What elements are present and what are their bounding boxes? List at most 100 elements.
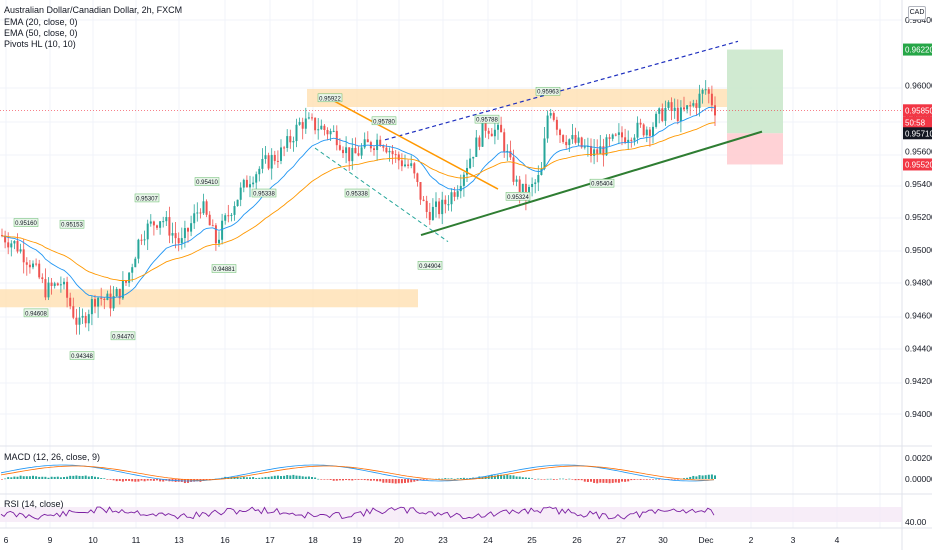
candle-body xyxy=(701,89,704,94)
macd-bar xyxy=(25,476,28,479)
candle-body xyxy=(422,199,425,201)
candle-body xyxy=(264,155,267,159)
candle-body xyxy=(87,314,90,324)
candle-body xyxy=(66,281,69,298)
candle-body xyxy=(146,223,149,240)
candle-body xyxy=(125,280,127,283)
pivot-label-bg xyxy=(13,218,39,227)
candle-body xyxy=(549,113,552,116)
macd-bar xyxy=(407,479,410,483)
pivot-label-text: 0.95780 xyxy=(373,119,395,125)
macd-bar xyxy=(577,479,580,481)
rsi-band xyxy=(0,507,902,522)
candle-body xyxy=(670,102,673,111)
macd-bar xyxy=(639,479,642,480)
candle-body xyxy=(35,263,38,265)
rsi-line xyxy=(0,506,715,520)
candle-body xyxy=(590,145,592,156)
macd-bar xyxy=(78,475,81,479)
macd-bar xyxy=(156,479,158,481)
candle-body xyxy=(404,164,406,167)
candle-body xyxy=(453,192,456,197)
macd-bar xyxy=(273,475,276,479)
macd-bar xyxy=(84,475,87,479)
candle-body xyxy=(56,283,59,286)
candle-body xyxy=(109,293,112,309)
pivot-label: 0.95922 xyxy=(317,93,343,102)
rsi-tick: 40.00 xyxy=(905,517,927,527)
currency-badge[interactable]: CAD xyxy=(908,6,926,20)
pivot-label-text: 0.94881 xyxy=(213,267,235,273)
pivot-label: 0.94904 xyxy=(417,261,443,270)
stop-price-badge: 0.95520 xyxy=(903,158,932,171)
candle-body xyxy=(394,154,397,156)
candle-body xyxy=(326,129,329,135)
candle-body xyxy=(224,215,227,221)
macd-bar xyxy=(81,475,84,479)
macd-bar xyxy=(22,476,25,479)
time-tick: 2 xyxy=(749,535,754,545)
rsi-legend[interactable]: RSI (14, close) xyxy=(4,499,64,509)
candle-body xyxy=(524,183,527,199)
candle-body xyxy=(196,212,199,214)
candle-body xyxy=(605,137,608,156)
candle-body xyxy=(580,137,583,148)
macd-bar xyxy=(143,479,146,482)
target-price-badge-text: 0.96220 xyxy=(905,46,932,55)
entry-price-badge: 0.95710 xyxy=(903,127,932,140)
pivot-label: 0.94881 xyxy=(211,264,237,273)
candle-body xyxy=(22,249,25,263)
time-tick: 19 xyxy=(352,535,362,545)
candle-body xyxy=(255,174,258,183)
macd-bar xyxy=(190,479,193,482)
macd-bar xyxy=(627,479,630,482)
candle-body xyxy=(599,146,602,154)
macd-bar xyxy=(673,479,676,480)
macd-bar xyxy=(655,478,658,480)
macd-bar xyxy=(583,479,586,482)
macd-bar xyxy=(354,479,357,480)
candle-body xyxy=(75,317,78,325)
macd-bar xyxy=(125,479,127,481)
macd-legend[interactable]: MACD (12, 26, close, 9) xyxy=(4,452,101,462)
candle-body xyxy=(509,150,512,158)
macd-bar xyxy=(546,478,549,480)
time-tick: 10 xyxy=(88,535,98,545)
macd-bar xyxy=(180,479,183,482)
macd-bar xyxy=(540,479,543,480)
candle-body xyxy=(630,139,633,141)
macd-bar xyxy=(94,476,96,479)
macd-bar xyxy=(642,479,645,480)
macd-bar xyxy=(53,476,56,479)
macd-bar xyxy=(552,479,555,480)
time-tick: 11 xyxy=(132,535,141,545)
candle-body xyxy=(481,122,484,147)
macd-bar xyxy=(47,477,50,479)
macd-bar xyxy=(72,475,75,479)
macd-bar xyxy=(425,479,428,480)
pivots-legend[interactable]: Pivots HL (10, 10) xyxy=(4,39,76,49)
candle-body xyxy=(320,125,323,130)
macd-bar xyxy=(289,475,292,479)
ema20-legend[interactable]: EMA (20, close, 0) xyxy=(4,17,78,27)
pivot-label: 0.95780 xyxy=(371,116,397,125)
macd-bar xyxy=(512,475,515,479)
macd-bar xyxy=(66,476,69,479)
macd-bar xyxy=(562,478,565,480)
macd-bar xyxy=(388,479,391,483)
macd-bar xyxy=(128,479,131,481)
pivot-label-bg xyxy=(110,331,136,341)
macd-bar xyxy=(298,475,301,479)
macd-bar xyxy=(131,479,134,482)
candle-body xyxy=(218,239,220,244)
candle-body xyxy=(633,137,636,141)
macd-bar xyxy=(500,474,503,479)
candle-body xyxy=(658,108,661,114)
candle-body xyxy=(97,297,100,307)
last-price-badge-bg xyxy=(903,104,932,117)
candle-body xyxy=(689,105,692,107)
macd-bar xyxy=(106,479,109,480)
ema50-legend[interactable]: EMA (50, close, 0) xyxy=(4,28,78,38)
candle-body xyxy=(382,146,385,148)
